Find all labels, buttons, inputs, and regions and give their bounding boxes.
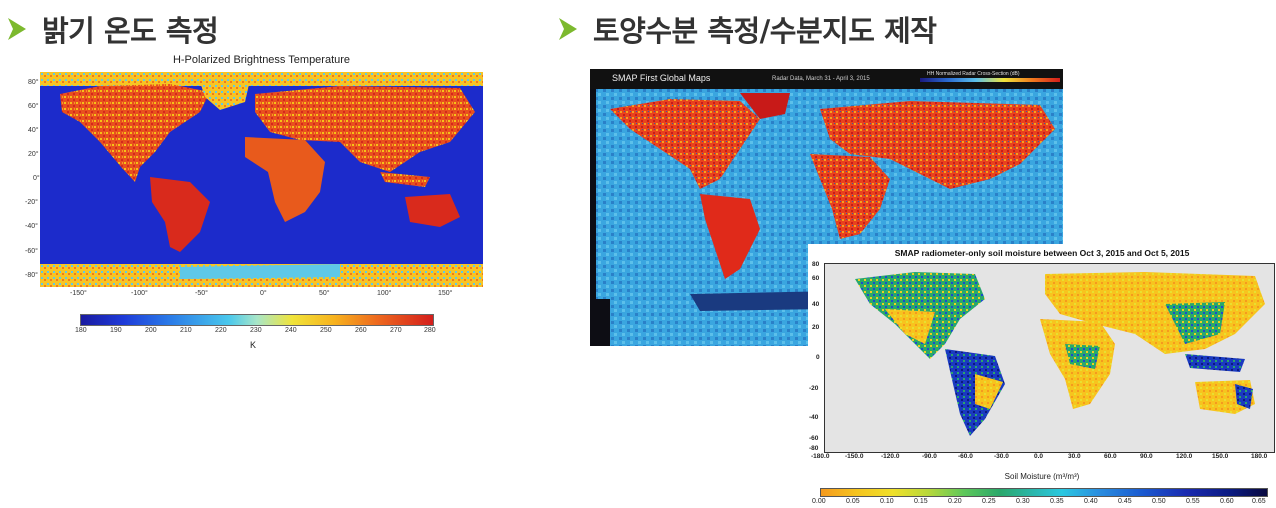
x-tick: 90.0: [1140, 453, 1153, 460]
y-tick: -60°: [25, 248, 38, 255]
colorbar-tick: 280: [424, 327, 436, 334]
brightness-unit-label: K: [250, 340, 257, 350]
brightness-section-title-text: 밝기 온도 측정: [42, 14, 219, 48]
y-tick: 20: [812, 324, 820, 331]
colorbar-tick: 180: [75, 327, 87, 334]
colorbar-tick: 250: [320, 327, 332, 334]
y-tick: -40: [809, 414, 819, 421]
x-tick: 120.0: [1176, 453, 1193, 460]
colorbar-tick: 0.65: [1252, 498, 1266, 505]
y-tick: -20°: [25, 199, 38, 206]
y-tick: 80°: [28, 79, 39, 86]
soil-colorbar-label: Soil Moisture (m³/m³): [1004, 472, 1080, 481]
y-tick: 80: [812, 261, 820, 268]
colorbar-tick: 0.50: [1152, 498, 1166, 505]
colorbar-tick: 0.10: [880, 498, 894, 505]
x-tick: -180.0: [811, 453, 830, 460]
y-tick: -80: [809, 445, 819, 452]
colorbar-tick: 220: [215, 327, 227, 334]
radar-legend-label: HH Normalized Radar Cross-Section (dB): [927, 71, 1020, 77]
colorbar-tick: 0.05: [846, 498, 860, 505]
chevron-right-icon: [6, 16, 28, 42]
radar-header-bar: [590, 69, 1063, 89]
x-tick: 50°: [319, 290, 330, 297]
brightness-temperature-map: [40, 72, 483, 287]
soil-section-title-text: 토양수분 측정/수분지도 제작: [593, 14, 937, 48]
x-tick: -50°: [195, 290, 208, 297]
y-tick: 20°: [28, 151, 39, 158]
x-tick: -150°: [70, 290, 87, 297]
colorbar-tick: 0.60: [1220, 498, 1234, 505]
chevron-right-icon: [557, 16, 579, 42]
y-tick: 0°: [33, 175, 40, 182]
x-tick: 0°: [260, 290, 267, 297]
y-tick: -20: [809, 385, 819, 392]
colorbar-tick: 0.35: [1050, 498, 1064, 505]
x-tick: -60.0: [958, 453, 973, 460]
x-tick: 150.0: [1212, 453, 1229, 460]
colorbar-tick: 190: [110, 327, 122, 334]
y-tick: 60: [812, 275, 820, 282]
y-tick: 60°: [28, 103, 39, 110]
colorbar-tick: 0.25: [982, 498, 996, 505]
colorbar-tick: 0.15: [914, 498, 928, 505]
brightness-section-title: 밝기 온도 측정: [6, 8, 219, 50]
radar-map-title: SMAP First Global Maps: [612, 73, 711, 83]
colorbar-tick: 0.20: [948, 498, 962, 505]
colorbar-tick: 270: [390, 327, 402, 334]
y-tick: -80°: [25, 272, 38, 279]
x-tick: -120.0: [881, 453, 900, 460]
x-tick: -30.0: [994, 453, 1009, 460]
radar-map-subtitle: Radar Data, March 31 - April 3, 2015: [772, 76, 870, 82]
x-tick: 30.0: [1068, 453, 1081, 460]
x-tick: 150°: [438, 290, 453, 297]
y-tick: -40°: [25, 223, 38, 230]
y-tick: 0: [816, 354, 820, 361]
x-tick: 180.0: [1251, 453, 1268, 460]
soil-section-title: 토양수분 측정/수분지도 제작: [557, 8, 937, 50]
colorbar-tick: 210: [180, 327, 192, 334]
x-tick: 60.0: [1104, 453, 1117, 460]
colorbar-tick: 200: [145, 327, 157, 334]
colorbar-tick: 0.30: [1016, 498, 1030, 505]
soil-colorbar: [820, 488, 1268, 497]
x-tick: -100°: [131, 290, 148, 297]
y-tick: 40°: [28, 127, 39, 134]
y-tick: -60: [809, 435, 819, 442]
x-tick: 100°: [377, 290, 392, 297]
colorbar-tick: 260: [355, 327, 367, 334]
radar-legend-colorbar: [920, 78, 1060, 82]
colorbar-tick: 0.55: [1186, 498, 1200, 505]
brightness-map-title: H-Polarized Brightness Temperature: [172, 54, 351, 66]
y-tick: 40: [812, 301, 820, 308]
colorbar-tick: 0.45: [1118, 498, 1132, 505]
x-tick: -150.0: [845, 453, 864, 460]
colorbar-tick: 0.40: [1084, 498, 1098, 505]
x-tick: 0.0: [1034, 453, 1044, 460]
soil-moisture-panel: SMAP radiometer-only soil moisture betwe…: [808, 244, 1276, 508]
colorbar-tick: 0.00: [812, 498, 826, 505]
x-tick: -90.0: [922, 453, 937, 460]
soil-map-title: SMAP radiometer-only soil moisture betwe…: [894, 248, 1190, 258]
soil-moisture-map: [824, 263, 1275, 453]
colorbar-tick: 240: [285, 327, 297, 334]
colorbar-tick: 230: [250, 327, 262, 334]
brightness-colorbar: [80, 314, 434, 326]
